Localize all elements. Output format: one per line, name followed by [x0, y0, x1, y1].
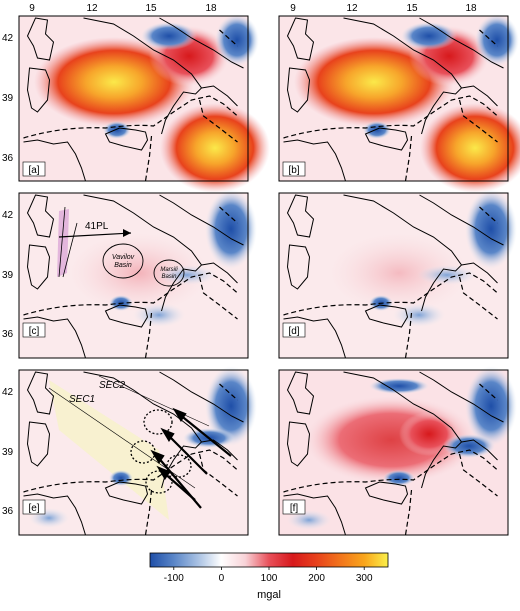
- panel-f-balkan-low: [465, 366, 517, 446]
- panel-c-vavilov-label-2: Basin: [114, 262, 132, 269]
- lat-tick-42-row3: 42: [2, 387, 14, 398]
- panel-c-hatched-zone: [57, 209, 69, 277]
- panel-e-circle-3: [166, 454, 192, 478]
- panel-c-marsili-label-2: Basin: [161, 274, 177, 280]
- lat-tick-42-row1: 42: [2, 33, 14, 44]
- panel-c-vavilov-label-1: Vavilov: [112, 254, 135, 261]
- panel-b-label: [b]: [288, 165, 299, 176]
- panel-b-balkan-low: [475, 14, 519, 66]
- left-latitude-ticks: 42 39 36 42 39 36 42 39 36: [2, 33, 14, 517]
- lat-tick-39-row2: 39: [2, 270, 14, 281]
- panel-a-ionian-high: [160, 103, 270, 193]
- lon-tick-9-right: 9: [290, 3, 296, 14]
- panel-c: 41PL Vavilov Basin Marsili Basin [c]: [18, 189, 257, 359]
- panel-a-balkan-low: [215, 14, 259, 66]
- panel-b-sicily-low: [363, 121, 391, 139]
- panel-a: [a]: [18, 14, 270, 193]
- colorbar-tick-label: 0: [219, 573, 225, 584]
- panel-c-vavilov-basin-outline: [102, 243, 144, 279]
- panel-e-arrows: [150, 407, 232, 509]
- panel-f-label: [f]: [290, 503, 299, 514]
- lon-tick-18-right: 18: [465, 3, 477, 14]
- lon-tick-18-left: 18: [205, 3, 217, 14]
- panel-c-41pl-line: [58, 232, 132, 238]
- lat-tick-36-row3: 36: [2, 506, 14, 517]
- panel-e-label: [e]: [28, 503, 39, 514]
- lon-tick-15-left: 15: [145, 3, 157, 14]
- panel-c-calabria-low: [157, 265, 217, 285]
- panel-c-balkan-low: [205, 189, 257, 269]
- panel-b-adriatic-low: [401, 22, 457, 50]
- panel-d-calabria-low: [417, 265, 477, 285]
- panel-e: SEC1 SEC2 [e]: [18, 366, 257, 536]
- lat-tick-36-row1: 36: [2, 153, 14, 164]
- colorbar: -100 0 100 200 300 mgal: [149, 552, 389, 601]
- lon-tick-12-right: 12: [346, 3, 358, 14]
- lat-tick-39-row3: 39: [2, 447, 14, 458]
- panel-c-marsili-label-1: Marsili: [160, 267, 178, 273]
- panel-c-41pl-label: 41PL: [85, 221, 109, 232]
- panel-d-label: [d]: [288, 326, 299, 337]
- colorbar-gradient: [149, 552, 389, 568]
- panel-b-ionian-high: [420, 103, 520, 193]
- panel-b: [b]: [278, 14, 520, 193]
- panel-e-balkan-low: [205, 366, 257, 446]
- panel-e-sec1-label: SEC1: [69, 394, 95, 405]
- colorbar-unit-label: mgal: [257, 589, 281, 601]
- top-longitude-ticks: 9 12 15 18 9 12 15 18: [29, 3, 477, 14]
- panel-e-sec2-line: [98, 375, 210, 427]
- panel-c-marsili-basin-outline: [153, 259, 185, 287]
- lat-tick-36-row2: 36: [2, 329, 14, 340]
- lon-tick-9-left: 9: [29, 3, 35, 14]
- lat-tick-39-row1: 39: [2, 93, 14, 104]
- panel-a-adriatic-low: [141, 22, 197, 50]
- panel-a-sicily-low: [103, 121, 131, 139]
- panel-d-balkan-low: [465, 189, 517, 269]
- panel-f: [f]: [278, 366, 517, 536]
- panel-c-label: [c]: [29, 326, 40, 337]
- panel-e-sec2-label: SEC2: [99, 380, 126, 391]
- lon-tick-12-left: 12: [86, 3, 98, 14]
- colorbar-tick-label: 100: [261, 573, 278, 584]
- panel-e-circle-1: [143, 409, 173, 435]
- panel-d: [d]: [278, 189, 517, 359]
- lon-tick-15-right: 15: [406, 3, 418, 14]
- panel-e-circle-4: [145, 470, 173, 494]
- colorbar-ticks: -100 0 100 200 300: [164, 567, 373, 584]
- lat-tick-42-row2: 42: [2, 210, 14, 221]
- colorbar-tick-label: 200: [308, 573, 325, 584]
- panel-a-label: [a]: [28, 165, 39, 176]
- colorbar-tick-label: 300: [356, 573, 373, 584]
- colorbar-tick-label: -100: [164, 573, 184, 584]
